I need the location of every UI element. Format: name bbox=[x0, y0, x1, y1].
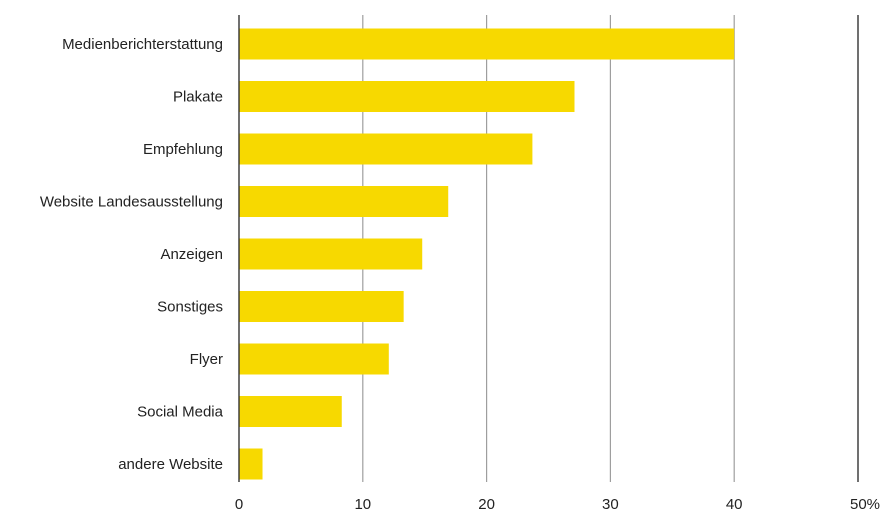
bar-website-landesausstellung bbox=[239, 186, 448, 217]
category-labels: Medienberichterstattung Plakate Empfehlung… bbox=[40, 36, 224, 473]
x-tick-label: 0 bbox=[235, 496, 243, 513]
category-label: Anzeigen bbox=[160, 246, 223, 263]
category-label: Medienberichterstattung bbox=[62, 36, 223, 53]
bar-anzeigen bbox=[239, 239, 422, 270]
bar-social-media bbox=[239, 396, 342, 427]
category-label: andere Website bbox=[118, 456, 223, 473]
x-tick-label: 20 bbox=[478, 496, 495, 513]
bar-andere-website bbox=[239, 449, 263, 480]
bar-empfehlung bbox=[239, 134, 532, 165]
x-tick-label: 30 bbox=[602, 496, 619, 513]
category-label: Website Landesausstellung bbox=[40, 194, 223, 211]
bar-plakate bbox=[239, 81, 574, 112]
x-tick-label: 10 bbox=[354, 496, 371, 513]
x-tick-labels: 0 10 20 30 40 50% bbox=[235, 496, 880, 513]
category-label: Flyer bbox=[190, 351, 223, 368]
x-tick-label: 50% bbox=[850, 496, 880, 513]
bar-medienberichterstattung bbox=[239, 29, 734, 60]
category-label: Empfehlung bbox=[143, 141, 223, 158]
category-label: Plakate bbox=[173, 89, 223, 106]
x-tick-label: 40 bbox=[726, 496, 743, 513]
category-label: Social Media bbox=[137, 404, 224, 421]
bar-flyer bbox=[239, 344, 389, 375]
bar-sonstiges bbox=[239, 291, 404, 322]
category-label: Sonstiges bbox=[157, 299, 223, 316]
